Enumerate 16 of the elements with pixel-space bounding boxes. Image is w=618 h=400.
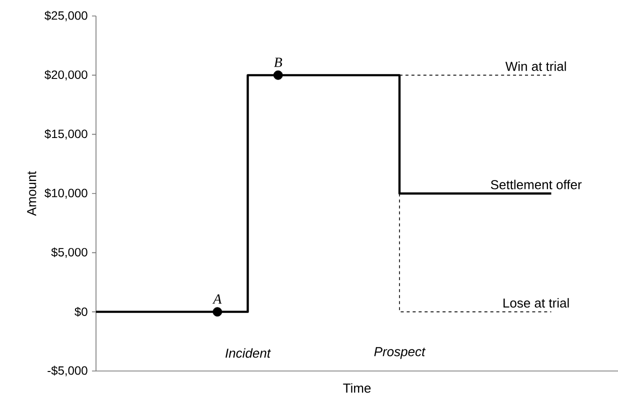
- y-tick-label: -$5,000: [48, 366, 88, 376]
- series-label: Win at trial: [505, 61, 566, 71]
- y-tick-label: $10,000: [44, 188, 88, 199]
- y-tick-label: $0: [74, 306, 88, 317]
- y-tick-label: $25,000: [44, 10, 88, 22]
- x-tick-label: Incident: [226, 348, 271, 358]
- y-tick-label: $15,000: [44, 129, 88, 140]
- series-label: Lose at trial: [504, 298, 569, 308]
- series-label: Settlement offer: [490, 180, 582, 190]
- y-axis-title: Amount: [27, 171, 36, 216]
- y-tick-label: $5,000: [51, 247, 88, 258]
- x-tick-label: Prospect: [374, 347, 426, 359]
- series-label: A: [212, 294, 222, 304]
- series-label: B: [274, 58, 282, 67]
- y-tick-label: $20,000: [44, 70, 88, 80]
- x-axis-title: Time: [343, 383, 371, 393]
